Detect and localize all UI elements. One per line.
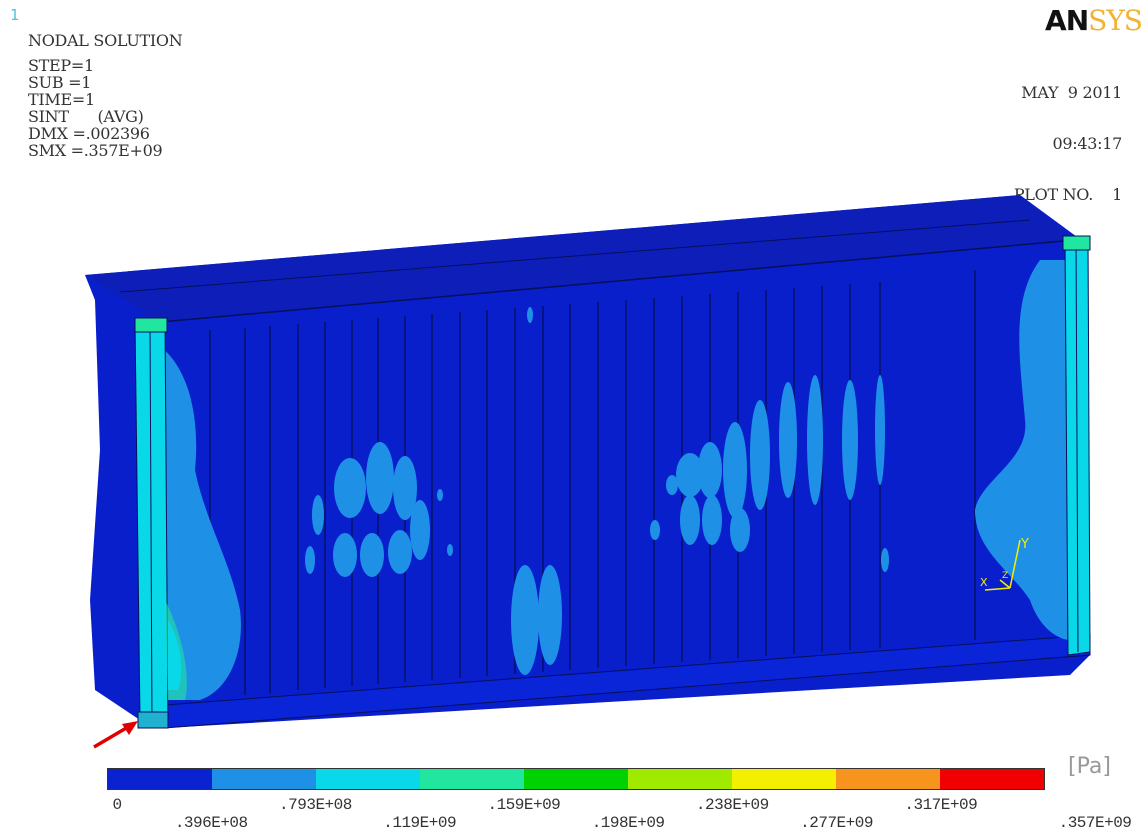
legend-tick-label: .159E+09	[487, 796, 560, 814]
legend-tick-label: .119E+09	[383, 814, 456, 832]
legend-band-2	[316, 769, 420, 789]
corner-post-right	[1063, 236, 1090, 655]
legend-band-3	[420, 769, 524, 789]
legend-band-6	[732, 769, 836, 789]
legend-tick-label: .793E+08	[279, 796, 352, 814]
legend-band-4	[524, 769, 628, 789]
triad-z-label: Z	[1002, 571, 1008, 581]
legend-tick-label: .238E+09	[696, 796, 769, 814]
legend-band-8	[940, 769, 1044, 789]
legend-tick-label: .357E+09	[1059, 814, 1132, 832]
legend-band-7	[836, 769, 940, 789]
legend-unit: [Pa]	[1068, 754, 1111, 779]
color-legend-bar	[107, 768, 1045, 790]
legend-tick-label: .396E+08	[175, 814, 248, 832]
legend-band-1	[212, 769, 316, 789]
legend-tick-label: 0	[112, 796, 121, 814]
triad-y-label: Y	[1020, 537, 1029, 552]
legend-band-0	[108, 769, 212, 789]
legend-tick-label: .277E+09	[800, 814, 873, 832]
red-arrow-indicator	[94, 721, 138, 747]
triad-x-label: X	[980, 576, 988, 589]
legend-band-5	[628, 769, 732, 789]
legend-tick-label: .317E+09	[904, 796, 977, 814]
legend-tick-label: .198E+09	[592, 814, 665, 832]
